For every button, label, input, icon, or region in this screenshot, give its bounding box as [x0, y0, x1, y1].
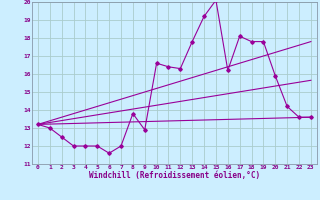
X-axis label: Windchill (Refroidissement éolien,°C): Windchill (Refroidissement éolien,°C)	[89, 171, 260, 180]
